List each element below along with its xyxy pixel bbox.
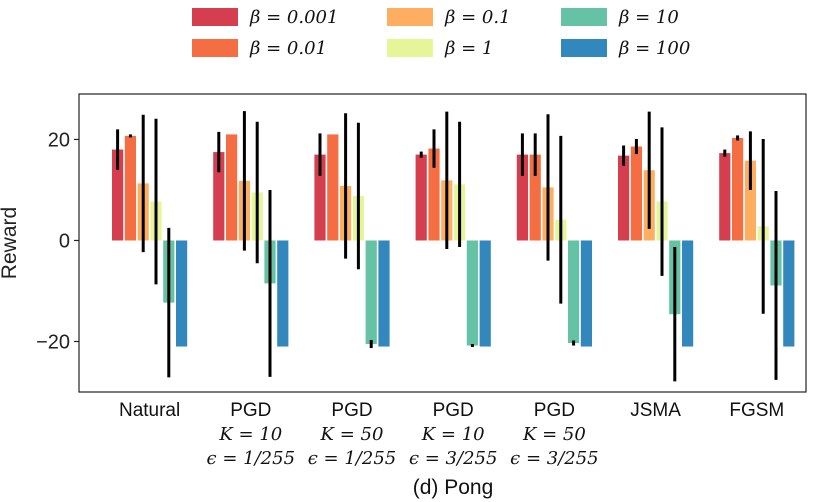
x-category-label: K = 50	[522, 424, 586, 445]
bar	[314, 154, 326, 241]
legend-swatch	[561, 39, 607, 57]
error-bars-layer	[116, 111, 778, 382]
bars-layer	[112, 134, 795, 347]
y-tick-label: 20	[48, 129, 70, 151]
legend: β = 0.001 β = 0.01 β = 0.1 β = 1 β = 10 β = 1…	[192, 7, 690, 59]
bar	[529, 154, 541, 241]
bar	[112, 149, 124, 241]
x-category-label: ϵ = 3/255	[510, 448, 598, 469]
legend-label: β = 0.1	[444, 7, 511, 28]
legend-swatch	[387, 39, 433, 57]
bar	[783, 240, 795, 347]
bar	[732, 137, 744, 241]
bar	[213, 152, 225, 241]
x-category-label: PGD	[331, 400, 372, 421]
legend-swatch	[387, 8, 433, 26]
x-category-label: PGD	[433, 400, 474, 421]
x-category-label: PGD	[534, 400, 575, 421]
plot-frame	[78, 93, 807, 393]
bar	[124, 135, 136, 241]
x-category-label: ϵ = 3/255	[409, 448, 497, 469]
bar	[415, 154, 427, 241]
bar	[428, 148, 440, 241]
bar	[365, 240, 377, 345]
bar	[378, 240, 390, 347]
bar	[568, 240, 580, 344]
legend-label: β = 1	[444, 38, 493, 59]
y-axis: −20 0 20	[36, 129, 79, 353]
bar	[516, 154, 528, 241]
bar	[618, 155, 630, 241]
bar	[682, 240, 694, 347]
bar	[327, 134, 339, 241]
bar	[226, 134, 238, 241]
x-category-label: JSMA	[630, 400, 681, 421]
y-axis-title: Reward	[0, 207, 21, 279]
legend-swatch	[192, 39, 238, 57]
bar	[466, 240, 478, 346]
x-axis-labels: Natural PGD K = 10 ϵ = 1/255 PGD K = 50 ϵ = 1/…	[119, 400, 784, 469]
bar	[479, 240, 491, 347]
legend-label: β = 100	[618, 38, 690, 59]
x-category-label: FGSM	[729, 400, 784, 421]
legend-swatch	[561, 8, 607, 26]
x-category-label: K = 10	[421, 424, 485, 445]
x-category-label: Natural	[119, 400, 180, 421]
x-category-label: ϵ = 1/255	[308, 448, 396, 469]
bar	[719, 153, 731, 241]
legend-swatch	[192, 8, 238, 26]
x-category-label: PGD	[230, 400, 271, 421]
legend-label: β = 0.001	[249, 7, 338, 28]
x-category-label: K = 10	[218, 424, 282, 445]
bar	[630, 146, 642, 241]
chart-caption: (d) Pong	[413, 476, 494, 499]
y-tick-label: 0	[59, 230, 70, 252]
y-tick-label: −20	[36, 331, 70, 353]
legend-label: β = 0.01	[249, 38, 327, 59]
bar	[176, 240, 188, 347]
bar	[744, 160, 756, 241]
bar	[580, 240, 592, 347]
legend-label: β = 10	[618, 7, 679, 28]
bar	[277, 240, 289, 347]
x-category-label: ϵ = 1/255	[207, 448, 295, 469]
x-category-label: K = 50	[320, 424, 384, 445]
